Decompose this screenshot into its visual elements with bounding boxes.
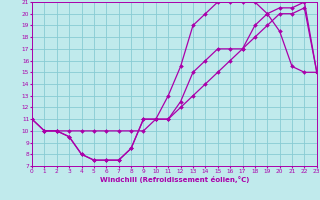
X-axis label: Windchill (Refroidissement éolien,°C): Windchill (Refroidissement éolien,°C): [100, 176, 249, 183]
